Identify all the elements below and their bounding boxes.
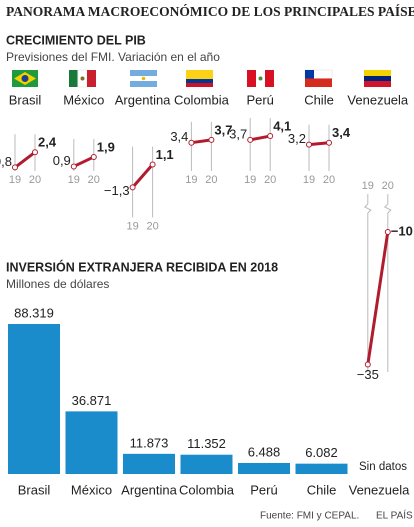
value-label: 1,1	[156, 147, 174, 162]
chart-subtitle: Previsiones del FMI. Variación en el año	[6, 50, 220, 64]
x-tick-label: 20	[146, 220, 158, 232]
credit: EL PAÍS	[376, 509, 413, 522]
value-label: 3,4	[170, 129, 188, 144]
country-label: Colombia	[174, 92, 230, 107]
slope-line	[249, 134, 271, 142]
bar	[8, 324, 60, 474]
flag-chile	[304, 69, 333, 87]
value-label: 88.319	[14, 305, 54, 320]
axis-break	[383, 203, 392, 214]
slope-line	[131, 163, 154, 189]
x-tick-label: 19	[126, 220, 138, 232]
point	[364, 361, 371, 368]
x-tick-label: 19	[68, 174, 80, 186]
x-tick-label: 20	[382, 180, 394, 192]
flag-argentina	[130, 70, 157, 87]
value-label: 6.082	[305, 445, 338, 460]
chart-subtitle: Millones de dólares	[6, 277, 109, 291]
value-label: 6.488	[248, 444, 281, 459]
x-tick-label: 20	[205, 174, 217, 186]
value-label: 11.873	[130, 435, 169, 450]
x-tick-label: 19	[244, 174, 256, 186]
slope-line	[366, 231, 390, 365]
flags	[12, 69, 391, 88]
bar	[180, 454, 233, 474]
country-label: Venezuela	[347, 92, 408, 107]
value-label: 3,4	[332, 125, 351, 140]
x-tick-label: México	[71, 482, 112, 497]
value-label: 3,7	[229, 126, 247, 141]
slope-line	[14, 151, 36, 169]
point	[188, 139, 195, 146]
x-tick-label: 20	[29, 174, 41, 186]
value-label: 3,7	[214, 122, 232, 137]
x-tick-label: 20	[88, 174, 100, 186]
value-label: 3,2	[288, 131, 306, 146]
value-label: −1,3	[104, 183, 130, 198]
flag-brasil	[12, 70, 38, 87]
value-label: 4,1	[273, 118, 291, 133]
value-label: 1,9	[97, 139, 115, 154]
x-tick-label: Brasil	[18, 482, 51, 497]
flag-colombia	[186, 70, 213, 87]
x-tick-label: 19	[362, 180, 374, 192]
country-label: México	[63, 92, 104, 107]
x-tick-label: Perú	[250, 482, 277, 497]
point	[90, 153, 97, 160]
value-label: 11.352	[187, 436, 226, 451]
value-label: −35	[357, 367, 379, 382]
point	[384, 229, 391, 235]
x-tick-label: 19	[9, 174, 21, 186]
bar	[65, 411, 118, 474]
flag-mexico	[69, 69, 96, 88]
slope-line	[73, 155, 95, 168]
point	[306, 141, 312, 148]
value-label: −10	[391, 223, 413, 238]
chart-title: INVERSIÓN EXTRANJERA RECIBIDA EN 2018	[6, 259, 278, 274]
x-tick-label: 19	[303, 174, 315, 186]
bar	[295, 463, 348, 474]
point	[129, 184, 136, 191]
point	[267, 133, 274, 140]
point	[32, 149, 38, 156]
country-label: Chile	[304, 92, 334, 107]
point	[12, 164, 18, 171]
x-tick-label: Chile	[307, 482, 337, 497]
point	[208, 136, 215, 143]
slope-line	[308, 141, 330, 147]
chart-title: CRECIMIENTO DEL PIB	[6, 33, 146, 47]
flag-peru	[247, 70, 274, 87]
main-title: PANORAMA MACROECONÓMICO DE LOS PRINCIPAL…	[6, 4, 414, 19]
slope-line	[191, 138, 212, 145]
x-tick-label: 20	[264, 174, 276, 186]
x-tick-label: 20	[323, 174, 335, 186]
axis-break	[363, 203, 372, 214]
point	[149, 161, 156, 168]
value-label: 36.871	[72, 393, 112, 408]
value-label: 0,9	[53, 153, 71, 168]
flag-venezuela	[364, 70, 391, 87]
country-label: Argentina	[115, 92, 171, 107]
value-label: Sin datos	[359, 461, 407, 473]
bar	[238, 462, 290, 474]
x-tick-label: Venezuela	[349, 482, 410, 497]
x-tick-label: 19	[185, 174, 197, 186]
value-label: 0,8	[0, 154, 12, 169]
point	[326, 139, 332, 146]
source: Fuente: FMI y CEPAL.	[260, 511, 359, 522]
point	[247, 136, 254, 143]
x-tick-label: Colombia	[179, 482, 235, 497]
value-label: 2,4	[38, 135, 57, 150]
point	[70, 163, 77, 170]
x-tick-label: Argentina	[121, 482, 177, 497]
bar	[123, 453, 175, 474]
country-label: Perú	[246, 92, 273, 107]
country-label: Brasil	[9, 92, 42, 107]
